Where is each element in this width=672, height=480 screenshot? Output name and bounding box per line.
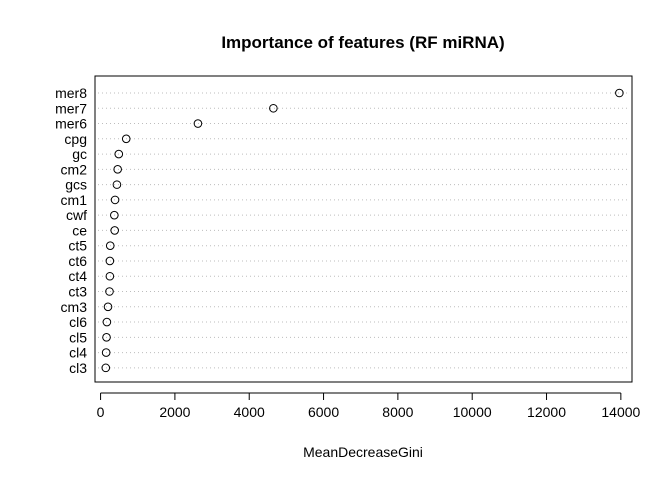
data-points [101,88,624,373]
category-label: gcs [65,177,87,193]
data-point [101,363,111,373]
data-point [105,271,115,281]
x-tick-label: 14000 [601,404,640,420]
category-labels: mer8mer7mer6cpggccm2gcscm1cwfcect5ct6ct4… [55,85,87,376]
chart-title: Importance of features (RF miRNA) [221,33,504,52]
x-tick-label: 8000 [382,404,413,420]
x-tick-label: 2000 [159,404,190,420]
data-point [105,241,115,250]
category-label: cl6 [69,314,87,330]
category-label: cm2 [61,161,88,177]
category-label: mer6 [55,116,87,132]
x-tick-label: 6000 [308,404,339,420]
category-label: cm3 [61,299,88,315]
data-point [193,119,203,128]
category-label: ct4 [68,268,87,284]
data-point [102,317,112,327]
x-tick-label: 4000 [234,404,265,420]
category-label: cl4 [69,345,87,361]
category-label: cl5 [69,329,87,345]
category-label: ct6 [68,253,87,269]
x-axis-label: MeanDecreaseGini [303,444,423,460]
data-point [102,333,111,342]
data-point [101,348,111,357]
data-point [112,180,122,189]
dotted-guides [98,92,629,369]
category-label: cwf [66,207,87,223]
data-point [121,134,131,144]
data-point [110,210,119,220]
data-point [110,195,120,205]
plot-frame [94,75,633,383]
category-label: mer8 [55,85,87,101]
category-label: ce [72,222,87,238]
category-label: cpg [64,131,87,147]
data-point [114,149,124,159]
x-tick-label: 12000 [527,404,566,420]
x-tick-label: 0 [97,404,105,420]
category-label: mer7 [55,100,87,116]
category-label: ct3 [68,284,87,300]
data-point [269,103,278,113]
category-label: cm1 [61,192,88,208]
category-label: cl3 [69,360,87,376]
category-label: gc [72,146,87,162]
category-label: ct5 [68,238,87,254]
data-point [103,302,113,312]
data-point [113,165,122,174]
data-point [105,287,114,296]
x-tick-label: 10000 [453,404,492,420]
x-axis: 0 2000 4000 6000 8000 10000 12000 14000 [97,392,641,420]
data-point [615,88,624,98]
data-point [110,226,119,235]
data-point [105,256,115,266]
